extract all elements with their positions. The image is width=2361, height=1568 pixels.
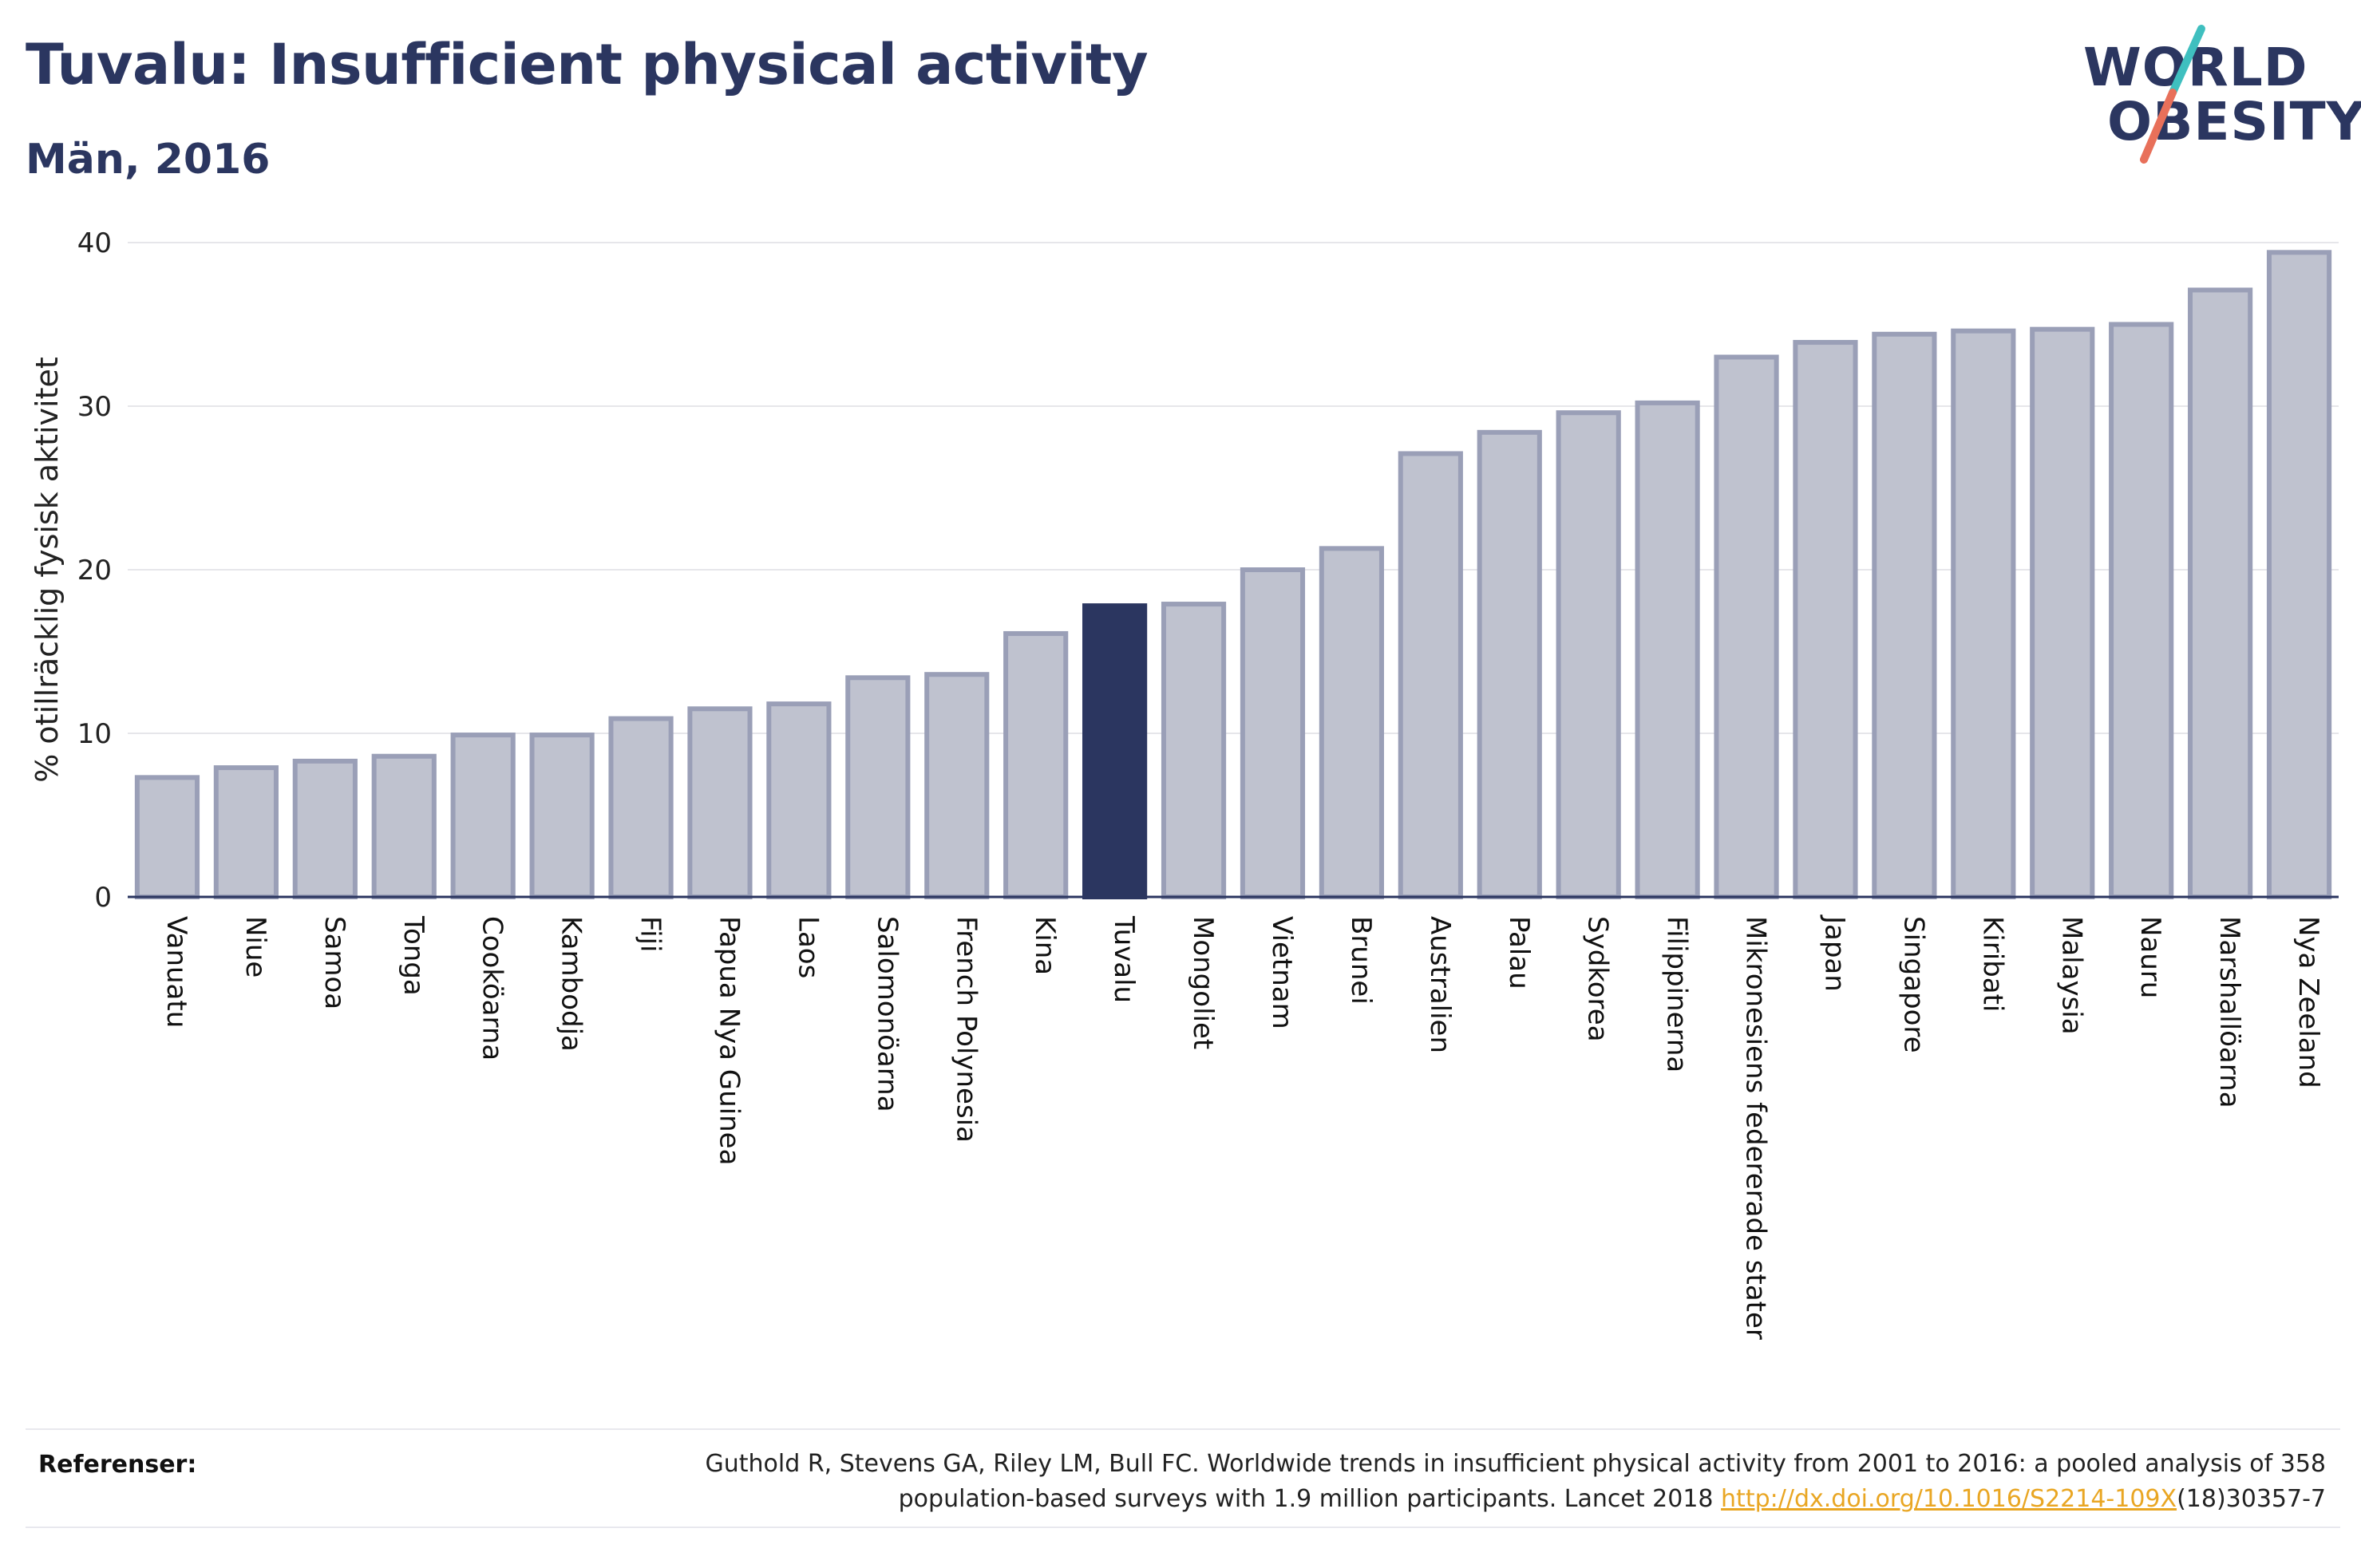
x-tick-label: Papua Nya Guinea xyxy=(713,916,745,1165)
y-tick-label: 10 xyxy=(77,718,112,750)
bar-tuvalu xyxy=(1082,603,1148,899)
logo-slash-icon xyxy=(2140,25,2205,164)
bar-vietnam xyxy=(1240,567,1306,899)
divider-top xyxy=(26,1428,2340,1430)
x-tick-label: Marshallöarna xyxy=(2213,916,2245,1108)
bar-singapore xyxy=(1872,331,1937,899)
bar-malaysia xyxy=(2030,326,2095,899)
x-tick-label: Kiribati xyxy=(1976,916,2008,1012)
bar-mongoliet xyxy=(1161,602,1227,899)
bar-fiji xyxy=(608,716,674,899)
bar-cook-arna xyxy=(450,733,516,899)
y-axis-title: % otillräcklig fysisk aktivitet xyxy=(30,357,65,783)
bar-samoa xyxy=(292,758,358,899)
bar-palau xyxy=(1477,429,1542,899)
world-obesity-logo: WORLD OBESITY xyxy=(2083,22,2361,166)
reference-line-2-suffix: (18)30357-7 xyxy=(2177,1485,2326,1513)
reference-line-2-prefix: population-based surveys with 1.9 millio… xyxy=(898,1485,1722,1513)
bar-mikronesiens-federerade-stater xyxy=(1714,354,1779,899)
x-tick-label: Mongoliet xyxy=(1187,916,1219,1049)
reference-line-1: Guthold R, Stevens GA, Riley LM, Bull FC… xyxy=(705,1450,2326,1478)
x-tick-label: Tuvalu xyxy=(1108,915,1140,1003)
chart-title: Tuvalu: Insufficient physical activity xyxy=(26,32,1149,97)
y-tick-label: 20 xyxy=(77,555,112,587)
y-tick-label: 40 xyxy=(77,227,112,259)
bar-vanuatu xyxy=(134,775,200,899)
x-tick-label: Nauru xyxy=(2134,916,2166,998)
x-tick-label: Brunei xyxy=(1345,916,1377,1005)
x-tick-label: Cooköarna xyxy=(477,916,508,1060)
bar-kiribati xyxy=(1951,328,2016,899)
bar-laos xyxy=(766,701,832,899)
x-tick-label: Vietnam xyxy=(1266,916,1298,1029)
references-label: Referenser: xyxy=(38,1451,197,1479)
bar-niue xyxy=(213,765,279,899)
x-tick-label: Mikronesiens federerade stater xyxy=(1740,916,1772,1340)
y-tick-label: 0 xyxy=(94,882,112,914)
x-tick-label: Singapore xyxy=(1897,916,1929,1053)
x-tick-label: Tonga xyxy=(397,915,429,996)
x-tick-label: Kina xyxy=(1029,916,1061,975)
bar-papua-nya-guinea xyxy=(687,706,753,899)
references-text: Guthold R, Stevens GA, Riley LM, Bull FC… xyxy=(490,1447,2326,1517)
bar-sydkorea xyxy=(1556,410,1621,899)
bar-filippinerna xyxy=(1635,400,1700,899)
reference-line-2: population-based surveys with 1.9 millio… xyxy=(490,1482,2326,1517)
bar-chart: 0 10 20 30 40 % otillräcklig fysisk aktivitet… xyxy=(30,227,2339,1340)
bar-australien xyxy=(1398,451,1463,899)
x-tick-label: Filippinerna xyxy=(1661,916,1693,1072)
x-tick-label: French Polynesia xyxy=(950,916,982,1143)
x-tick-label: Samoa xyxy=(318,916,350,1009)
x-tick-label: Australien xyxy=(1424,916,1456,1053)
x-tick-label: Laos xyxy=(792,916,824,978)
bar-french-polynesia xyxy=(924,672,990,899)
bar-salomon-arna xyxy=(845,675,911,899)
bar-kambodja xyxy=(529,733,595,899)
divider-bottom xyxy=(26,1527,2340,1528)
x-tick-label: Salomonöarna xyxy=(871,916,903,1112)
bar-brunei xyxy=(1319,546,1384,899)
x-tick-label: Japan xyxy=(1818,914,1850,992)
x-tick-label: Nya Zeeland xyxy=(2292,916,2324,1088)
bar-tonga xyxy=(371,753,437,900)
x-tick-label: Kambodja xyxy=(556,916,587,1052)
bar-nauru xyxy=(2109,322,2174,899)
x-tick-label: Sydkorea xyxy=(1582,916,1614,1042)
x-tick-label: Vanuatu xyxy=(160,916,192,1028)
x-tick-label: Fiji xyxy=(635,916,666,952)
bar-japan xyxy=(1793,340,1858,899)
x-tick-label: Palau xyxy=(1503,916,1535,989)
y-tick-label: 30 xyxy=(77,391,112,423)
x-tick-label: Niue xyxy=(239,916,271,978)
x-tick-label: Malaysia xyxy=(2055,916,2087,1035)
bar-kina xyxy=(1003,630,1069,899)
bar-nya-zeeland xyxy=(2266,250,2332,899)
bar-marshall-arna xyxy=(2188,287,2253,899)
chart-subtitle: Män, 2016 xyxy=(26,136,271,184)
doi-link[interactable]: http://dx.doi.org/10.1016/S2214-109X xyxy=(1721,1485,2177,1513)
